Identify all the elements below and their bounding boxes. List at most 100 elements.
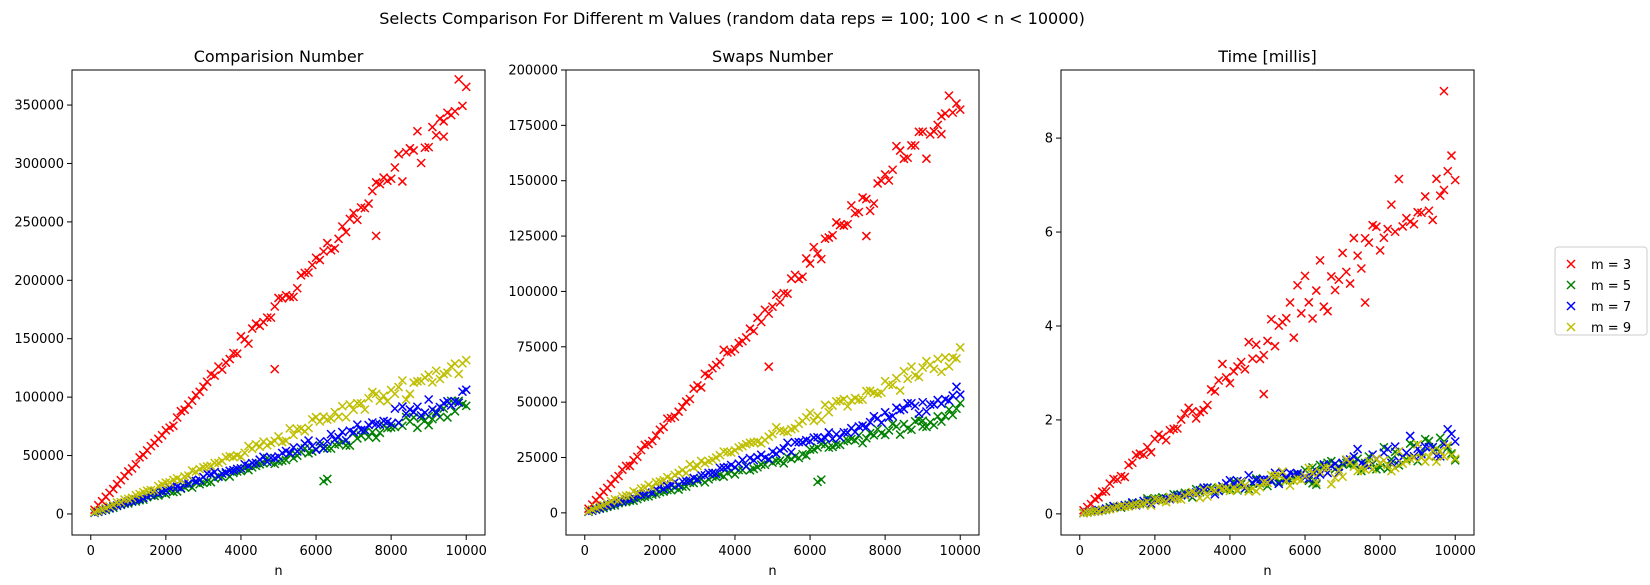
data-point <box>647 436 657 446</box>
data-point <box>1360 297 1370 308</box>
data-point <box>1210 386 1220 396</box>
y-tick-label: 25000 <box>517 451 558 466</box>
data-point <box>356 425 366 435</box>
x-tick-label: 6000 <box>1288 544 1321 559</box>
data-point <box>1383 224 1393 234</box>
data-point <box>929 420 939 430</box>
data-point <box>187 396 197 406</box>
data-point <box>1413 439 1423 449</box>
data-point <box>195 387 205 397</box>
data-point <box>319 443 329 454</box>
data-point <box>1394 446 1404 456</box>
legend-label: m = 5 <box>1591 279 1631 294</box>
legend-marker <box>1566 301 1576 311</box>
data-point <box>940 411 950 421</box>
data-point <box>1311 286 1321 296</box>
data-point <box>906 140 916 150</box>
data-point <box>1232 485 1242 495</box>
data-point <box>1409 219 1419 229</box>
data-point <box>1360 465 1370 475</box>
data-point <box>352 398 362 408</box>
data-point <box>918 363 928 373</box>
data-point <box>891 373 901 383</box>
data-point <box>764 454 774 464</box>
data-point <box>1330 459 1340 469</box>
data-point <box>1428 215 1438 225</box>
data-point <box>704 468 714 478</box>
data-point <box>1356 263 1366 274</box>
data-point <box>1259 350 1269 360</box>
data-point <box>1202 491 1212 502</box>
data-point <box>1131 500 1141 510</box>
data-point <box>696 382 706 392</box>
data-point <box>1202 400 1212 410</box>
data-point <box>330 243 340 253</box>
data-point <box>715 357 725 367</box>
data-point <box>929 126 939 136</box>
data-point <box>1304 297 1314 307</box>
data-point <box>1431 174 1441 184</box>
data-point <box>232 464 242 474</box>
data-point <box>375 428 385 438</box>
data-point <box>1191 413 1201 423</box>
data-point <box>210 371 220 381</box>
legend-marker <box>1566 259 1576 269</box>
data-point <box>779 443 789 453</box>
data-point <box>1180 409 1190 419</box>
data-point <box>266 453 276 463</box>
data-point <box>1086 507 1096 517</box>
data-point <box>741 461 751 471</box>
x-tick-label: 10000 <box>1435 544 1476 559</box>
data-point <box>824 407 834 417</box>
data-point <box>1450 455 1460 465</box>
data-point <box>914 127 924 137</box>
data-point <box>1345 279 1355 289</box>
data-point <box>846 200 856 210</box>
data-point <box>349 427 359 437</box>
data-point <box>1439 86 1449 96</box>
data-point <box>936 367 946 377</box>
data-point <box>895 430 905 440</box>
data-point <box>258 452 269 462</box>
data-point <box>925 399 935 409</box>
data-point <box>304 267 314 278</box>
y-tick-label: 200000 <box>14 274 64 289</box>
data-point <box>1371 222 1381 232</box>
legend-label: m = 9 <box>1591 321 1631 336</box>
data-point <box>816 475 826 485</box>
y-tick-label: 50000 <box>517 396 558 411</box>
data-point <box>1326 271 1336 281</box>
x-tick-label: 2000 <box>1138 544 1171 559</box>
data-point <box>397 375 407 386</box>
data-point <box>809 242 819 252</box>
plot-frame <box>1060 69 1475 536</box>
data-point <box>1172 423 1182 434</box>
data-point <box>1379 233 1389 243</box>
data-point <box>771 456 781 466</box>
data-point <box>1127 458 1137 468</box>
data-point <box>375 396 385 406</box>
data-point <box>394 382 404 392</box>
data-point <box>1439 185 1449 195</box>
data-point <box>910 140 920 151</box>
data-point <box>1289 333 1299 343</box>
data-point <box>1247 354 1258 364</box>
data-point <box>243 461 253 471</box>
data-point <box>858 438 868 448</box>
data-point <box>322 436 332 446</box>
data-point <box>1285 297 1295 308</box>
data-point <box>450 359 460 369</box>
data-point <box>1368 464 1378 474</box>
data-point <box>386 422 396 432</box>
data-point <box>1300 271 1310 281</box>
data-point <box>1353 251 1363 261</box>
data-point <box>281 436 291 446</box>
data-point <box>1315 255 1325 265</box>
data-point <box>895 146 905 156</box>
data-point <box>360 425 370 435</box>
data-point <box>1364 238 1374 248</box>
data-point <box>442 368 452 378</box>
data-point <box>861 386 871 396</box>
x-tick-label: 10000 <box>446 544 487 559</box>
data-point <box>1338 248 1348 258</box>
